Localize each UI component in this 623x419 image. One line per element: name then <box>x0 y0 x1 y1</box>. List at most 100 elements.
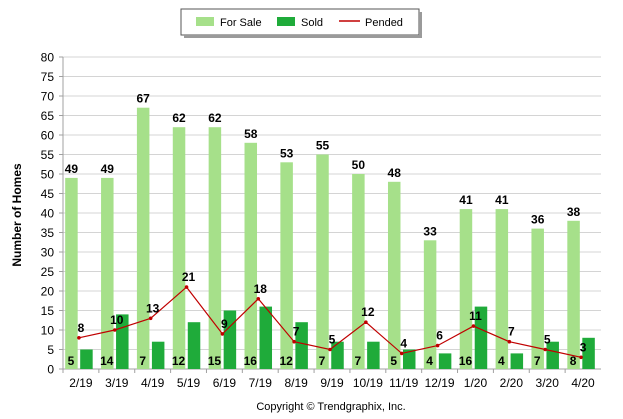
bar-sold <box>187 322 201 369</box>
x-tick-label: 4/19 <box>141 376 165 390</box>
pended-point <box>543 347 547 352</box>
data-label-sold: 8 <box>570 354 577 368</box>
bar-for-sale <box>172 127 186 369</box>
data-label-sold: 7 <box>355 354 362 368</box>
y-tick-label: 25 <box>41 265 55 279</box>
data-label-sold: 5 <box>390 354 397 368</box>
x-tick-label: 4/20 <box>571 376 595 390</box>
data-label-for-sale: 41 <box>495 193 509 207</box>
y-tick-label: 40 <box>41 207 55 221</box>
x-tick-label: 8/19 <box>284 376 308 390</box>
x-tick-label: 2/19 <box>69 376 93 390</box>
data-label-for-sale: 62 <box>172 111 186 125</box>
data-label-for-sale: 55 <box>316 139 330 153</box>
x-tick-label: 12/19 <box>425 376 455 390</box>
data-label-pended: 6 <box>436 329 443 343</box>
data-label-for-sale: 53 <box>280 146 294 160</box>
data-label-sold: 7 <box>319 354 326 368</box>
bar-for-sale <box>244 142 258 369</box>
bars <box>65 107 595 369</box>
x-tick-label: 10/19 <box>353 376 383 390</box>
legend-swatch-for-sale <box>196 17 214 26</box>
data-label-for-sale: 36 <box>531 213 545 227</box>
bar-sold <box>80 349 93 369</box>
bar-sold <box>546 341 559 369</box>
x-tick-label: 1/20 <box>464 376 488 390</box>
bar-for-sale <box>208 127 222 369</box>
bar-sold <box>510 353 524 369</box>
bar-for-sale <box>459 209 473 369</box>
data-label-for-sale: 62 <box>208 111 222 125</box>
copyright-text: Copyright © Trendgraphix, Inc. <box>256 401 405 413</box>
bar-for-sale <box>567 220 580 369</box>
data-label-sold: 16 <box>244 354 258 368</box>
pended-point <box>399 351 404 356</box>
data-label-pended: 7 <box>508 325 515 339</box>
data-label-sold: 4 <box>498 354 505 368</box>
pended-point <box>328 347 332 352</box>
legend-box <box>180 8 420 36</box>
legend-swatch-sold <box>277 17 295 26</box>
bar-for-sale <box>316 154 329 369</box>
x-tick-label: 9/19 <box>320 376 344 390</box>
data-label-sold: 15 <box>208 354 222 368</box>
data-label-sold: 5 <box>68 354 75 368</box>
bar-sold <box>151 341 165 369</box>
data-label-sold: 12 <box>279 354 293 368</box>
y-tick-label: 50 <box>41 168 55 182</box>
data-label-pended: 5 <box>544 333 551 347</box>
bar-sold <box>438 353 452 369</box>
data-label-for-sale: 38 <box>567 205 581 219</box>
grid-lines <box>63 56 601 350</box>
x-tick-labels: 2/19 3/19 4/19 5/19 6/19 7/19 8/19 9/19 10/19 11/… <box>69 376 595 390</box>
y-tick-labels: 0 5 10 15 20 25 30 35 40 45 50 55 60 65 70 75 80 <box>41 51 55 377</box>
data-label-pended: 10 <box>110 313 124 327</box>
pended-point <box>184 285 189 289</box>
y-axis-label: Number of Homes <box>10 163 24 267</box>
data-label-sold: 4 <box>426 354 433 368</box>
bar-sold <box>331 341 344 369</box>
pended-point <box>220 332 225 336</box>
bar-for-sale <box>423 240 437 369</box>
legend-label-pended: Pended <box>365 17 403 29</box>
data-label-pended: 13 <box>146 301 160 315</box>
bar-for-sale <box>531 228 544 369</box>
pended-point <box>77 336 81 340</box>
data-label-for-sale: 49 <box>101 162 115 176</box>
bar-for-sale <box>352 174 365 369</box>
data-label-sold: 16 <box>459 354 473 368</box>
data-label-for-sale: 33 <box>423 224 437 238</box>
bar-sold <box>367 341 380 369</box>
pended-point <box>148 316 153 321</box>
y-tick-label: 30 <box>41 246 55 260</box>
y-tick-label: 20 <box>41 285 55 299</box>
pended-line <box>77 285 583 360</box>
legend: For Sale Sold Pended <box>180 8 422 38</box>
bar-for-sale <box>136 107 150 369</box>
data-label-pended: 8 <box>78 321 85 335</box>
y-tick-label: 10 <box>41 324 55 338</box>
pended-point <box>579 355 583 360</box>
x-tick-label: 5/19 <box>177 376 201 390</box>
data-label-pended: 4 <box>400 336 407 350</box>
pended-point <box>471 324 476 328</box>
data-label-pended: 5 <box>329 333 336 347</box>
data-label-pended: 21 <box>182 270 196 284</box>
data-label-for-sale: 48 <box>388 166 402 180</box>
pended-point <box>507 339 512 344</box>
bar-sold <box>223 310 237 369</box>
bar-sold <box>295 322 308 369</box>
x-tick-label: 6/19 <box>213 376 237 390</box>
data-label-sold: 14 <box>100 354 114 368</box>
x-tick-label: 11/19 <box>389 376 418 390</box>
data-label-for-sale: 67 <box>136 92 150 106</box>
y-tick-label: 55 <box>41 148 55 162</box>
data-labels: 4958491410677136212216215958161853127557… <box>65 92 587 368</box>
y-tick-label: 45 <box>41 187 55 201</box>
legend-label-sold: Sold <box>301 17 323 29</box>
legend-box-shadow-bottom <box>184 35 422 38</box>
y-tick-label: 15 <box>41 304 55 318</box>
data-label-pended: 12 <box>361 305 375 319</box>
bar-for-sale <box>101 177 114 369</box>
